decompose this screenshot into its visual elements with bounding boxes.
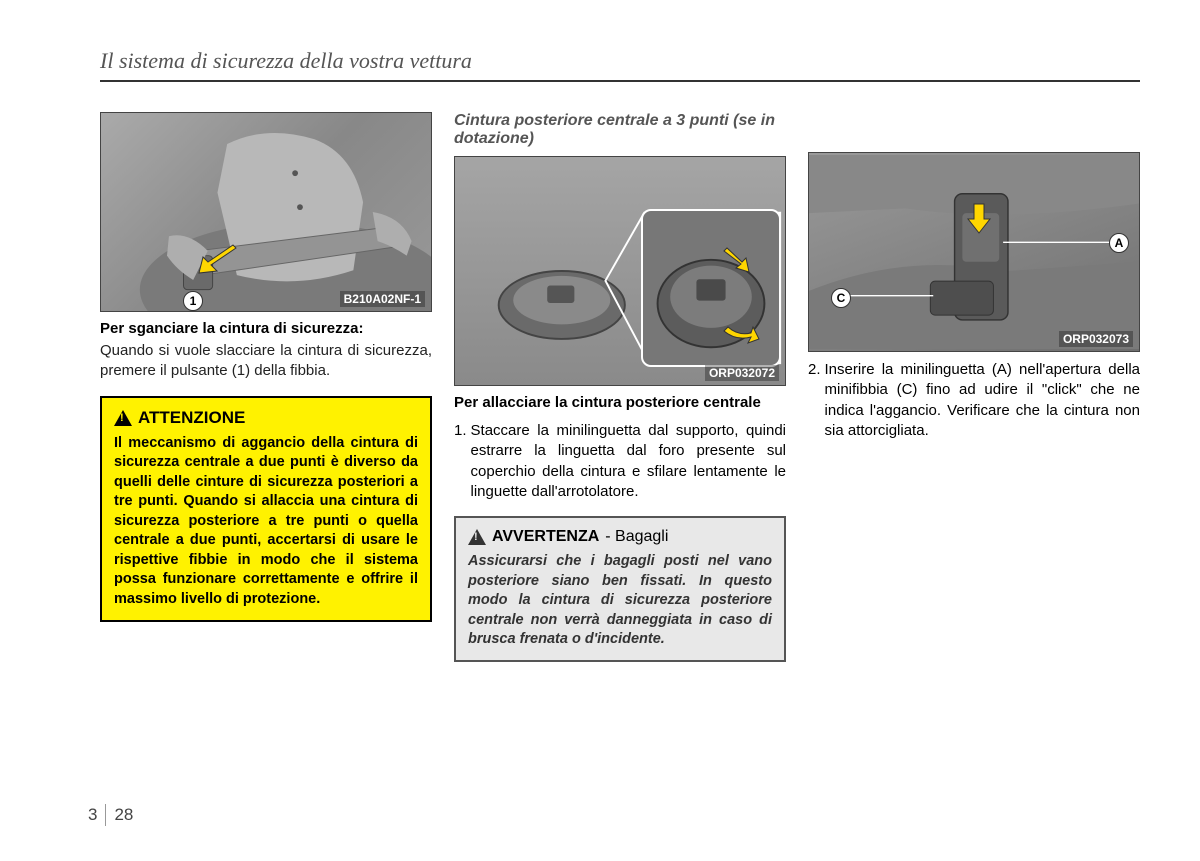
col1-subtitle: Per sganciare la cintura di sicurezza: xyxy=(100,320,432,337)
figure-seatbelt-release: 1 B210A02NF-1 xyxy=(100,112,432,312)
notice-title: AVVERTENZA xyxy=(492,528,599,546)
figure-code-1: B210A02NF-1 xyxy=(340,291,425,307)
page-separator xyxy=(105,804,106,826)
attention-title: ATTENZIONE xyxy=(138,408,245,428)
list-text-2: Inserire la minilinguetta (A) nell'apert… xyxy=(825,360,1140,441)
page-footer: 3 28 xyxy=(88,804,133,826)
page-section: 3 xyxy=(88,805,97,825)
notice-box: AVVERTENZA - Bagagli Assicurarsi che i b… xyxy=(454,516,786,662)
col1-body: Quando si vuole slacciare la cintura di … xyxy=(100,341,432,382)
notice-title-row: AVVERTENZA - Bagagli xyxy=(468,528,772,546)
attention-box: ATTENZIONE Il meccanismo di aggancio del… xyxy=(100,396,432,622)
figure-rear-belt-fasten: ORP032072 xyxy=(454,156,786,386)
col2-list-1: 1. Staccare la minilinguetta dal support… xyxy=(454,421,786,502)
col2-top-title: Cintura posteriore centrale a 3 punti (s… xyxy=(454,112,786,148)
list-num-1: 1. xyxy=(454,421,467,502)
notice-body: Assicurarsi che i bagagli posti nel vano… xyxy=(468,552,772,650)
warning-triangle-icon xyxy=(114,410,132,426)
caution-triangle-icon xyxy=(468,529,486,545)
notice-suffix: - Bagagli xyxy=(605,528,668,546)
column-3: A C ORP032073 2. Inserire la minilinguet… xyxy=(808,112,1140,662)
figure-code-3: ORP032073 xyxy=(1059,331,1133,347)
list-num-2: 2. xyxy=(808,360,821,441)
callout-1: 1 xyxy=(183,291,203,311)
attention-title-row: ATTENZIONE xyxy=(114,408,418,428)
callout-A: A xyxy=(1109,233,1129,253)
page-number: 28 xyxy=(114,805,133,825)
column-1: 1 B210A02NF-1 Per sganciare la cintura d… xyxy=(100,112,432,662)
figure-inset xyxy=(641,209,781,367)
column-2: Cintura posteriore centrale a 3 punti (s… xyxy=(454,112,786,662)
col2-subtitle: Per allacciare la cintura posteriore cen… xyxy=(454,394,786,411)
figure-mini-buckle: A C ORP032073 xyxy=(808,152,1140,352)
page-header: Il sistema di sicurezza della vostra vet… xyxy=(100,48,1140,82)
content-columns: 1 B210A02NF-1 Per sganciare la cintura d… xyxy=(100,112,1140,662)
attention-body: Il meccanismo di aggancio della cintura … xyxy=(114,434,418,610)
figure-code-2: ORP032072 xyxy=(705,365,779,381)
list-text-1: Staccare la minilinguetta dal supporto, … xyxy=(471,421,786,502)
callout-C: C xyxy=(831,288,851,308)
col3-list-2: 2. Inserire la minilinguetta (A) nell'ap… xyxy=(808,360,1140,441)
